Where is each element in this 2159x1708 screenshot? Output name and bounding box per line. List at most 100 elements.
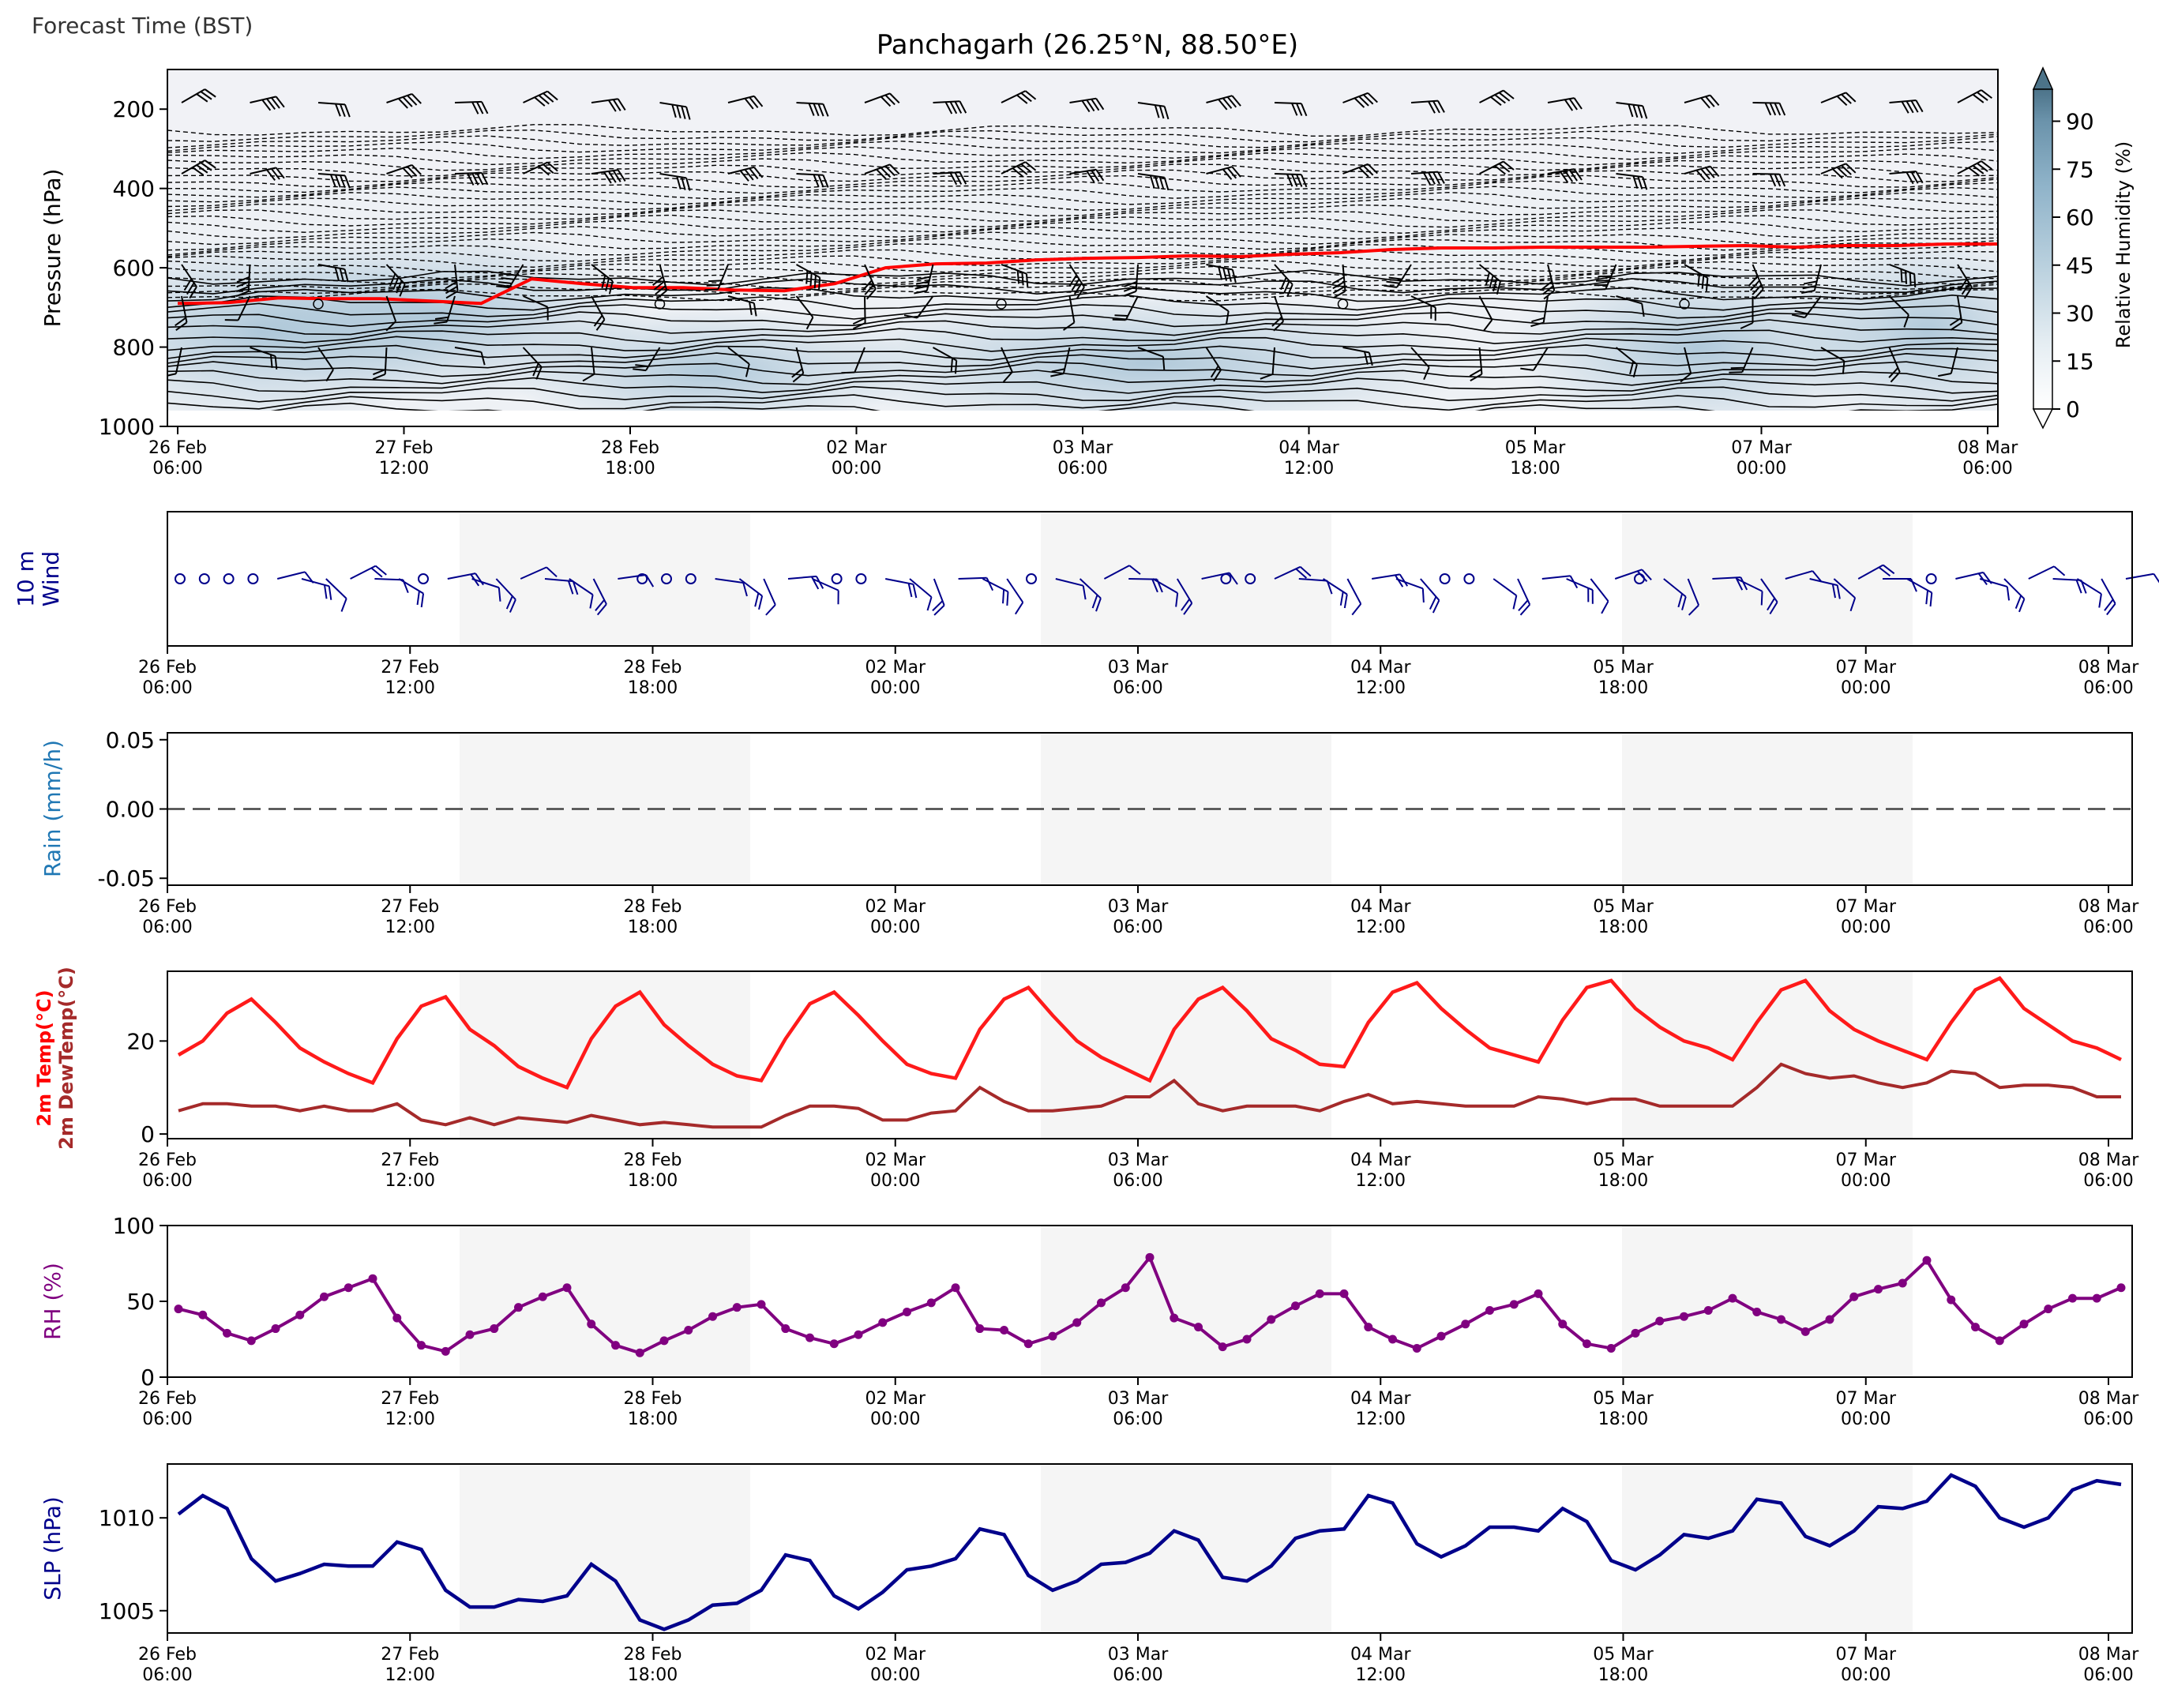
rh-point (2019, 1319, 2029, 1329)
isotherm-negative (167, 175, 1998, 189)
rain-axis: 0.05 0.00 -0.05 (98, 727, 167, 892)
rh-point (659, 1336, 669, 1346)
wind-barb (1520, 347, 1549, 371)
wind-barb (434, 295, 456, 325)
isotherm-negative (167, 186, 1998, 200)
rh-point (1145, 1252, 1155, 1262)
isotherm-negative (167, 157, 1998, 171)
x-tick-label-time: 18:00 (1598, 918, 1648, 937)
rh-point (1583, 1339, 1591, 1349)
rh-point (805, 1333, 814, 1342)
rh-point (490, 1324, 499, 1334)
x-tick-label-date: 27 Feb (381, 1645, 439, 1665)
wind-barb (958, 576, 994, 591)
calm-marker (175, 573, 186, 584)
calm-marker (418, 573, 429, 584)
calm-marker (247, 573, 259, 584)
wind-barb (317, 264, 349, 283)
rh-point (1922, 1256, 1932, 1265)
x-tick-label-date: 04 Mar (1350, 897, 1411, 917)
wind-barb (1616, 173, 1648, 190)
x-tick-label-date: 05 Mar (1593, 1645, 1654, 1665)
wind-barb (841, 347, 865, 374)
day-shading (460, 1226, 1913, 1377)
wind-barb (167, 347, 182, 377)
freezing-level-line (177, 242, 1998, 306)
wind-barb (317, 102, 351, 118)
isotherm-negative (167, 265, 1998, 280)
wind-barb (386, 92, 422, 109)
wind-barb (454, 347, 486, 366)
x-tick-label-date: 26 Feb (138, 1389, 197, 1409)
wind-barb (1342, 92, 1378, 108)
calm-marker (1439, 573, 1451, 584)
x-tick-label-date: 07 Mar (1836, 897, 1897, 917)
rh-point (732, 1303, 742, 1312)
x-tick-label-date: 28 Feb (624, 1645, 682, 1665)
x-tick-label-date: 03 Mar (1108, 1645, 1169, 1665)
x-tick-label-date: 08 Mar (2078, 1389, 2139, 1409)
wind-barb (1857, 564, 1895, 580)
x-tick-label-date: 27 Feb (381, 897, 439, 917)
rh-point (1800, 1327, 1810, 1336)
calm-marker (1679, 298, 1690, 310)
wind-barb (1684, 264, 1709, 291)
wind-barb (385, 295, 397, 332)
slp-axes-frame (167, 1463, 2133, 1634)
x-tick-label-time: 06:00 (142, 1665, 192, 1685)
x-tick-label-date: 27 Feb (381, 1151, 439, 1170)
wind-barb (704, 264, 729, 291)
wind-barb (1957, 264, 1973, 299)
x-tick-label-time: 12:00 (385, 918, 435, 937)
x-tick-label-date: 02 Mar (826, 438, 887, 458)
isotherm-negative (167, 214, 1998, 228)
rh-point (611, 1341, 620, 1350)
night-band (1622, 971, 1913, 1139)
rh-point (1703, 1306, 1713, 1316)
y-tick-label: 400 (113, 176, 155, 202)
rh-point (1752, 1307, 1762, 1316)
rh-point (708, 1312, 717, 1321)
wind-barb (1680, 347, 1692, 383)
isotherm-positive (167, 294, 1998, 311)
x-tick-label-date: 02 Mar (865, 1151, 926, 1170)
wind-barb (715, 578, 748, 597)
wind-barb (454, 100, 489, 114)
rh-point (1995, 1336, 2004, 1346)
x-tick-label-time: 12:00 (1356, 1171, 1406, 1191)
x-tick-label-time: 18:00 (628, 678, 678, 698)
isotherm-positive (167, 344, 1998, 361)
x-tick-label-time: 06:00 (2083, 678, 2133, 698)
wind-barb (569, 578, 594, 609)
wind-barb (1479, 160, 1515, 175)
x-tick-label-time: 12:00 (1356, 678, 1406, 698)
wind-barb (2028, 565, 2066, 580)
wind-barb (864, 92, 900, 107)
rh-point (1971, 1323, 1980, 1332)
wind-barb (591, 295, 606, 331)
surface-wind-barbs (175, 564, 2159, 616)
rh-point (1898, 1278, 1907, 1288)
isotherm-positive (167, 328, 1998, 345)
wind-barb (933, 100, 967, 114)
x-tick-label-time: 18:00 (628, 1171, 678, 1191)
x-tick-label-date: 03 Mar (1053, 438, 1113, 458)
wind-barb (1001, 161, 1037, 178)
x-tick-label-time: 06:00 (2083, 1665, 2133, 1685)
calm-marker (1026, 573, 1037, 584)
wind-barb (1001, 90, 1037, 104)
night-band (460, 1226, 750, 1377)
wind-barb (1479, 89, 1515, 106)
rh-point (562, 1283, 572, 1293)
rh-point (1097, 1298, 1106, 1308)
calm-marker (855, 573, 867, 584)
colorbar-tick-label: 60 (2066, 205, 2094, 231)
wind-barb (1752, 173, 1786, 187)
rh-point (295, 1310, 305, 1319)
wind-barb (791, 347, 805, 383)
x-tick-label-date: 08 Mar (2078, 1151, 2139, 1170)
rh-point (975, 1324, 985, 1334)
